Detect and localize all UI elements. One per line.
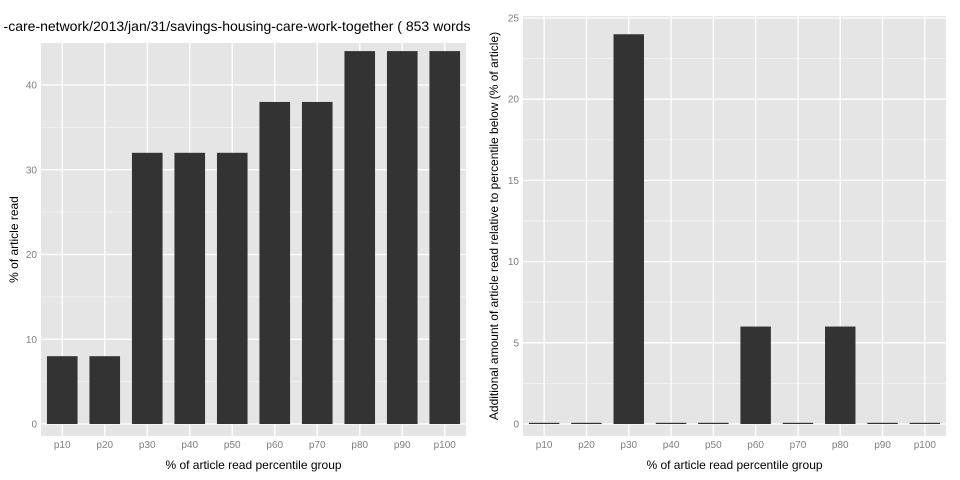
right-y-tick-label: 20 [508,95,520,106]
right-x-axis-title: % of article read percentile group [646,458,822,472]
right-y-tick-label: 15 [508,176,520,187]
right-bar-p50 [698,422,729,424]
left-x-tick-label: p30 [139,440,156,451]
left-y-tick-label: 10 [26,335,38,346]
left-bar-p80 [344,51,376,424]
right-y-tick-label: 10 [508,257,520,268]
right-x-tick-label: p50 [705,440,722,451]
right-x-tick-label: p100 [914,440,937,451]
right-x-tick-label: p40 [663,440,680,451]
left-x-tick-label: p100 [434,440,457,451]
right-bar-p100 [909,422,941,424]
left-x-tick-label: p20 [96,440,113,451]
left-bar-p10 [46,356,78,424]
left-x-axis-title: % of article read percentile group [165,458,341,472]
left-x-tick-label: p10 [54,440,71,451]
left-x-tick-label: p80 [351,440,368,451]
left-bar-p40 [174,152,206,425]
right-y-tick-label: 25 [508,14,520,25]
left-x-tick-label: p60 [266,440,283,451]
right-x-tick-label: p70 [790,440,807,451]
left-bar-p70 [301,101,333,424]
right-bar-p30 [613,34,644,425]
left-x-tick-label: p40 [181,440,198,451]
right-y-axis-title: Additional amount of article read relati… [487,32,501,420]
right-bar-p60 [740,326,771,424]
right-y-tick-label: 5 [513,338,519,349]
right-bar-p40 [655,422,687,424]
right-bar-p10 [528,422,560,424]
left-y-tick-label: 20 [26,250,38,261]
left-bar-p20 [89,356,121,424]
left-x-tick-label: p70 [309,440,326,451]
left-x-tick-label: p50 [224,440,241,451]
right-x-tick-label: p80 [832,440,849,451]
left-y-tick-label: 40 [26,81,38,92]
right-bar-p90 [867,422,898,424]
left-bar-p100 [429,51,461,424]
left-bar-p30 [131,152,163,425]
left-bar-p90 [386,51,418,424]
right-x-tick-label: p10 [536,440,553,451]
left-y-tick-label: 30 [26,165,38,176]
right-bar-p70 [782,422,814,424]
right-bar-p20 [571,422,602,424]
right-panel-background [523,16,946,436]
left-y-tick-label: 0 [31,420,37,431]
chart-title: -care-network/2013/jan/31/savings-housin… [4,18,471,34]
left-bar-p50 [216,152,248,425]
right-x-tick-label: p30 [620,440,637,451]
right-y-tick-label: 0 [513,420,519,431]
right-x-tick-label: p20 [578,440,595,451]
right-x-tick-label: p90 [874,440,891,451]
left-bar-p60 [259,101,291,424]
left-x-tick-label: p90 [394,440,411,451]
right-x-tick-label: p60 [747,440,764,451]
left-y-axis-title: % of article read [7,196,21,283]
right-bar-p80 [825,326,856,424]
